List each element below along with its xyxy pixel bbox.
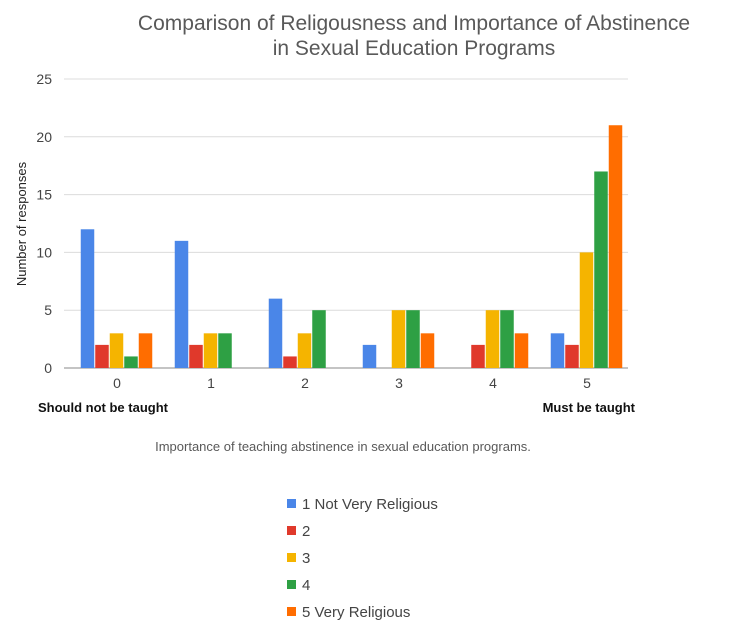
gridlines <box>64 78 628 369</box>
bar <box>109 333 124 368</box>
bar <box>579 252 594 368</box>
y-tick-label: 10 <box>36 244 52 260</box>
bar <box>218 333 232 368</box>
legend-swatch <box>287 526 296 535</box>
legend-item-label: 4 <box>302 577 310 594</box>
legend-swatch <box>287 580 296 589</box>
bar <box>174 240 189 368</box>
bar <box>124 356 138 368</box>
bar <box>406 310 420 368</box>
bar <box>550 333 565 368</box>
bars <box>80 125 623 369</box>
y-tick-label: 20 <box>36 129 52 145</box>
x-axis-ticks: 0 1 2 3 4 5 <box>113 375 591 391</box>
bar <box>268 298 283 368</box>
bar <box>283 356 297 368</box>
x-tick-label: 2 <box>301 375 309 391</box>
x-tick-label: 5 <box>583 375 591 391</box>
x-end-label-left: Should not be taught <box>38 400 169 415</box>
y-tick-label: 15 <box>36 187 52 203</box>
bar <box>203 333 218 368</box>
bar <box>138 333 153 368</box>
legend-swatch <box>287 499 296 508</box>
legend-item-label: 3 <box>302 550 310 567</box>
x-tick-label: 0 <box>113 375 121 391</box>
legend-item-label: 2 <box>302 523 310 540</box>
y-axis-ticks: 0 5 10 15 20 25 <box>36 71 52 376</box>
y-tick-label: 25 <box>36 71 52 87</box>
y-axis-label: Number of responses <box>14 161 29 286</box>
bar <box>312 310 326 368</box>
legend-item-label: 1 Not Very Religious <box>302 496 438 513</box>
chart-title-line2: in Sexual Education Programs <box>273 37 556 60</box>
bar <box>362 344 377 368</box>
x-tick-label: 1 <box>207 375 215 391</box>
bar <box>391 310 406 368</box>
x-tick-label: 3 <box>395 375 403 391</box>
legend: 1 Not Very Religious 2 3 4 5 Very Religious <box>287 496 438 621</box>
x-tick-label: 4 <box>489 375 497 391</box>
bar <box>514 333 529 368</box>
y-tick-label: 0 <box>44 360 52 376</box>
bar <box>471 344 485 368</box>
bar <box>420 333 435 368</box>
bar <box>500 310 514 368</box>
bar <box>297 333 312 368</box>
bar <box>485 310 500 368</box>
legend-item-label: 5 Very Religious <box>302 604 410 621</box>
y-tick-label: 5 <box>44 302 52 318</box>
bar <box>594 171 608 368</box>
bar <box>80 229 95 368</box>
x-axis-label: Importance of teaching abstinence in sex… <box>155 439 531 454</box>
chart-title-line1: Comparison of Religousness and Importanc… <box>138 12 690 35</box>
bar <box>565 344 579 368</box>
x-end-label-right: Must be taught <box>543 400 636 415</box>
bar <box>95 344 109 368</box>
bar <box>189 344 203 368</box>
legend-swatch <box>287 607 296 616</box>
bar <box>608 125 623 369</box>
legend-swatch <box>287 553 296 562</box>
